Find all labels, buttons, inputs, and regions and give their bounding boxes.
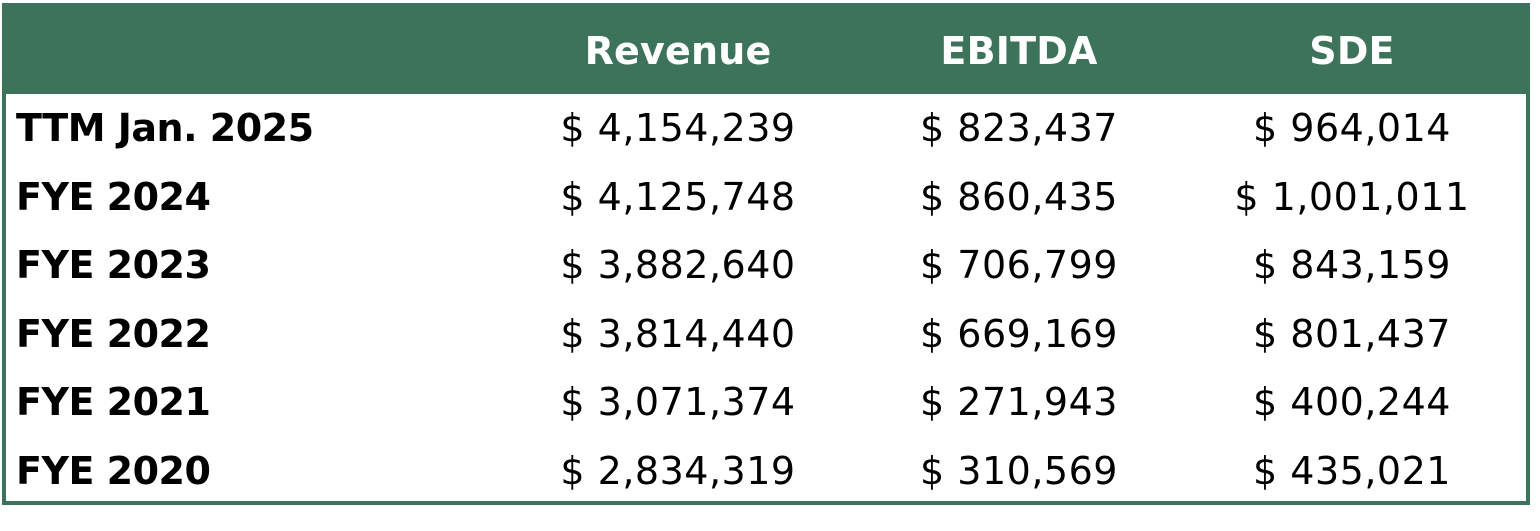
- revenue-cell: $ 4,154,239: [560, 106, 796, 151]
- sde-cell: $ 1,001,011: [1234, 174, 1470, 219]
- sde-cell: $ 964,014: [1253, 106, 1451, 151]
- row-label: FYE 2020: [16, 448, 211, 493]
- revenue-cell: $ 3,814,440: [560, 311, 796, 356]
- sde-cell: $ 435,021: [1253, 448, 1451, 493]
- sde-cell: $ 400,244: [1253, 380, 1451, 425]
- header-sde: SDE: [1309, 28, 1395, 73]
- header-revenue: Revenue: [584, 28, 772, 73]
- table-row: FYE 2020 $ 2,834,319 $ 310,569 $ 435,021: [6, 437, 1526, 506]
- ebitda-cell: $ 271,943: [920, 380, 1118, 425]
- header-ebitda: EBITDA: [940, 28, 1098, 73]
- table-row: FYE 2024 $ 4,125,748 $ 860,435 $ 1,001,0…: [6, 163, 1526, 232]
- row-label: FYE 2023: [16, 243, 211, 288]
- row-label: FYE 2021: [16, 380, 211, 425]
- header-empty: [6, 7, 496, 94]
- table-row: FYE 2023 $ 3,882,640 $ 706,799 $ 843,159: [6, 231, 1526, 300]
- table-row: FYE 2021 $ 3,071,374 $ 271,943 $ 400,244: [6, 368, 1526, 437]
- row-label: FYE 2022: [16, 311, 211, 356]
- revenue-cell: $ 3,882,640: [560, 243, 796, 288]
- sde-cell: $ 801,437: [1253, 311, 1451, 356]
- revenue-cell: $ 2,834,319: [560, 448, 796, 493]
- table-row: FYE 2022 $ 3,814,440 $ 669,169 $ 801,437: [6, 300, 1526, 369]
- revenue-cell: $ 4,125,748: [560, 174, 796, 219]
- ebitda-cell: $ 669,169: [920, 311, 1118, 356]
- revenue-cell: $ 3,071,374: [560, 380, 796, 425]
- row-label: TTM Jan. 2025: [16, 106, 314, 151]
- ebitda-cell: $ 310,569: [920, 448, 1118, 493]
- ebitda-cell: $ 706,799: [920, 243, 1118, 288]
- ebitda-cell: $ 823,437: [920, 106, 1118, 151]
- sde-cell: $ 843,159: [1253, 243, 1451, 288]
- table-header-row: Revenue EBITDA SDE: [6, 7, 1526, 94]
- ebitda-cell: $ 860,435: [920, 174, 1118, 219]
- financial-summary-table: Revenue EBITDA SDE TTM Jan. 2025 $ 4,154…: [6, 7, 1526, 505]
- table-row: TTM Jan. 2025 $ 4,154,239 $ 823,437 $ 96…: [6, 94, 1526, 163]
- table-body: TTM Jan. 2025 $ 4,154,239 $ 823,437 $ 96…: [6, 94, 1526, 505]
- row-label: FYE 2024: [16, 174, 211, 219]
- financial-table-frame: Revenue EBITDA SDE TTM Jan. 2025 $ 4,154…: [2, 3, 1530, 505]
